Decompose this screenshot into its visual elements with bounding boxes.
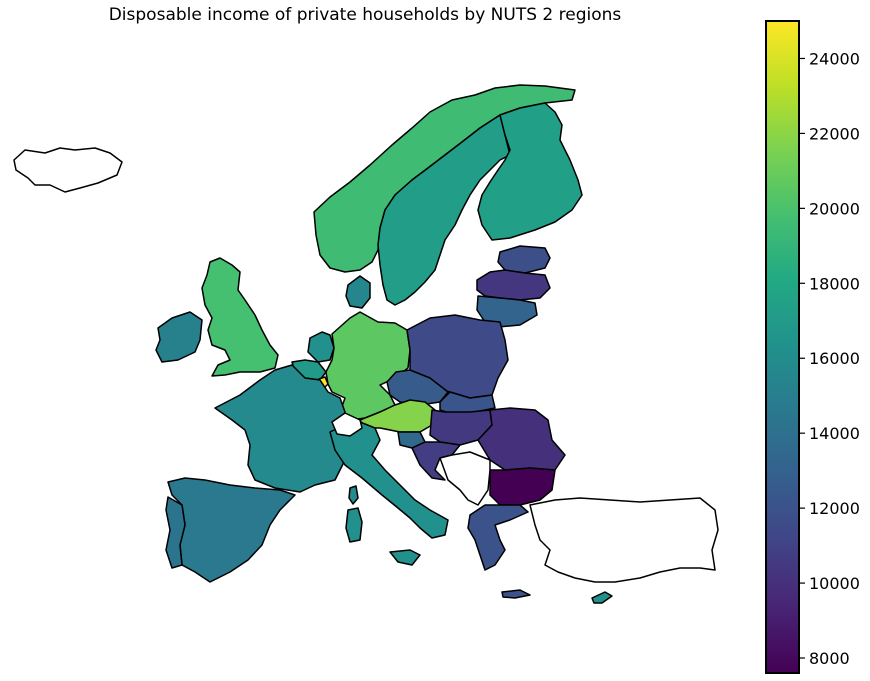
region-italy[interactable] (329, 421, 449, 539)
region-ireland[interactable] (155, 311, 203, 363)
colorbar-tick-label: 12000 (809, 499, 860, 518)
region-portugal[interactable] (165, 496, 186, 569)
region-sweden[interactable] (377, 114, 511, 306)
region-switzerland[interactable] (331, 412, 363, 437)
colorbar-tick-label: 8000 (809, 649, 850, 668)
region-sicily[interactable] (389, 549, 421, 566)
europe-map (13, 84, 719, 604)
region-crete[interactable] (501, 589, 531, 599)
region-denmark[interactable] (345, 275, 371, 309)
region-greece[interactable] (467, 504, 529, 571)
colorbar-tick-label: 22000 (809, 124, 860, 143)
region-corsica[interactable] (348, 485, 359, 505)
region-finland[interactable] (477, 102, 583, 241)
region-sardinia[interactable] (345, 507, 363, 543)
colorbar-ticks: 8000 10000 12000 14000 16000 18000 20000 22000 2… (799, 49, 860, 668)
colorbar: 8000 10000 12000 14000 16000 18000 20000 22000 2… (765, 20, 860, 674)
colorbar-tick-label: 14000 (809, 424, 860, 443)
region-iceland[interactable] (13, 147, 123, 193)
region-estonia[interactable] (497, 245, 551, 274)
region-bulgaria[interactable] (489, 467, 556, 506)
colorbar-tick-label: 10000 (809, 574, 860, 593)
region-netherlands[interactable] (307, 331, 335, 363)
region-united-kingdom[interactable] (201, 257, 279, 377)
colorbar-tick-label: 20000 (809, 199, 860, 218)
region-lithuania[interactable] (476, 295, 538, 328)
region-latvia[interactable] (476, 269, 551, 301)
colorbar-tick-label: 24000 (809, 49, 860, 68)
regions-layer (13, 84, 719, 604)
colorbar-tick-label: 18000 (809, 274, 860, 293)
colorbar-tick-label: 16000 (809, 349, 860, 368)
region-turkey[interactable] (529, 497, 719, 583)
region-cyprus[interactable] (591, 591, 613, 604)
map-title: Disposable income of private households … (108, 5, 622, 25)
region-spain[interactable] (167, 477, 296, 583)
region-western-balkans[interactable] (439, 451, 491, 506)
colorbar-gradient (765, 20, 800, 674)
region-romania[interactable] (477, 407, 566, 471)
